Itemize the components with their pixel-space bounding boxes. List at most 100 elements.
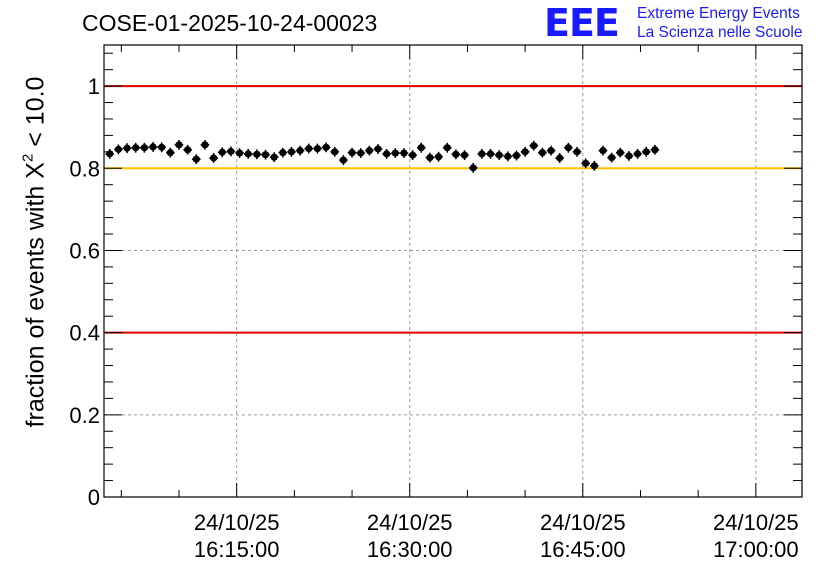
point-marker xyxy=(521,148,529,156)
point-marker xyxy=(564,144,572,152)
data-point xyxy=(468,162,478,173)
point-marker xyxy=(486,150,495,158)
point-marker xyxy=(504,152,512,160)
point-marker xyxy=(331,148,339,156)
data-points xyxy=(105,139,660,173)
data-point xyxy=(425,152,435,163)
point-marker xyxy=(322,143,330,151)
data-point xyxy=(114,144,123,155)
chart-title: COSE-01-2025-10-24-00023 xyxy=(82,10,378,36)
y-tick-label: 0.4 xyxy=(69,321,100,346)
data-point xyxy=(615,147,625,158)
point-marker xyxy=(599,147,607,155)
y-tick-label: 0.8 xyxy=(69,156,100,181)
point-marker xyxy=(495,151,503,159)
y-label-text: fraction of events with X xyxy=(21,162,50,428)
x-tick-label-time: 16:30:00 xyxy=(367,537,453,562)
y-tick-label: 0.2 xyxy=(69,403,100,428)
data-point xyxy=(356,148,366,158)
reference-lines xyxy=(104,85,802,334)
point-marker xyxy=(279,149,287,157)
data-point xyxy=(390,148,400,158)
point-marker xyxy=(383,150,391,158)
data-point xyxy=(633,148,642,159)
data-point xyxy=(252,149,262,160)
data-point xyxy=(347,147,357,158)
data-point xyxy=(434,151,443,162)
y-tick-label: 1 xyxy=(88,74,100,99)
data-point xyxy=(261,149,270,160)
point-marker xyxy=(175,141,183,149)
y-tick-label: 0.6 xyxy=(69,238,100,263)
point-marker xyxy=(582,159,590,167)
point-marker xyxy=(253,150,261,158)
x-tick-label-time: 17:00:00 xyxy=(713,537,799,562)
point-marker xyxy=(201,141,209,149)
y-label-superscript: 2 xyxy=(19,153,37,163)
point-marker xyxy=(227,147,235,156)
point-marker xyxy=(391,149,399,157)
data-point xyxy=(365,145,374,156)
point-marker xyxy=(538,149,547,157)
point-marker xyxy=(616,149,624,157)
data-point xyxy=(295,145,305,156)
axis-ticks xyxy=(104,45,802,498)
point-marker xyxy=(149,143,157,151)
data-point xyxy=(174,139,184,150)
data-point xyxy=(122,143,132,154)
data-point xyxy=(330,146,340,157)
point-marker xyxy=(590,162,598,170)
point-marker xyxy=(339,156,347,164)
data-point xyxy=(408,150,417,161)
data-point xyxy=(416,142,426,153)
x-tick-label-date: 24/10/25 xyxy=(367,510,453,535)
point-marker xyxy=(426,153,434,162)
data-point xyxy=(226,146,236,157)
point-marker xyxy=(296,147,304,155)
x-tick-label-date: 24/10/25 xyxy=(194,510,280,535)
data-point xyxy=(624,151,634,161)
data-point xyxy=(157,142,167,153)
point-marker xyxy=(417,144,425,152)
point-marker xyxy=(365,147,373,155)
data-point xyxy=(209,153,218,163)
point-marker xyxy=(244,150,252,158)
data-point xyxy=(235,148,244,158)
data-point xyxy=(183,144,192,155)
data-point xyxy=(598,145,608,156)
point-marker xyxy=(270,153,278,161)
point-marker xyxy=(409,151,417,159)
data-point xyxy=(442,142,452,153)
data-point xyxy=(607,152,616,163)
y-label-suffix: < 10.0 xyxy=(21,76,50,154)
data-point xyxy=(166,147,175,158)
data-point xyxy=(451,149,461,160)
data-point xyxy=(399,148,409,158)
point-marker xyxy=(443,144,451,152)
data-point xyxy=(191,154,201,165)
point-marker xyxy=(469,164,477,172)
point-marker xyxy=(348,149,356,157)
point-marker xyxy=(478,150,486,158)
data-point xyxy=(105,148,115,159)
point-marker xyxy=(313,144,322,153)
data-point xyxy=(287,146,296,157)
data-point xyxy=(581,158,591,169)
eee-logo: EEE xyxy=(544,1,620,45)
data-point xyxy=(278,147,288,158)
point-marker xyxy=(608,153,616,162)
data-point xyxy=(382,148,391,159)
data-point xyxy=(131,142,141,153)
data-point xyxy=(494,150,504,161)
point-marker xyxy=(547,147,555,155)
x-tick-label-time: 16:15:00 xyxy=(194,537,280,562)
x-tick-labels: 24/10/2516:15:0024/10/2516:30:0024/10/25… xyxy=(194,510,799,562)
eee-logo-text: Extreme Energy Events La Scienza nelle S… xyxy=(637,4,802,42)
data-point xyxy=(555,153,565,163)
data-point xyxy=(538,147,547,158)
point-marker xyxy=(123,144,131,152)
data-point xyxy=(460,150,469,161)
data-point xyxy=(321,142,331,153)
point-marker xyxy=(357,149,365,157)
data-point xyxy=(200,139,210,150)
